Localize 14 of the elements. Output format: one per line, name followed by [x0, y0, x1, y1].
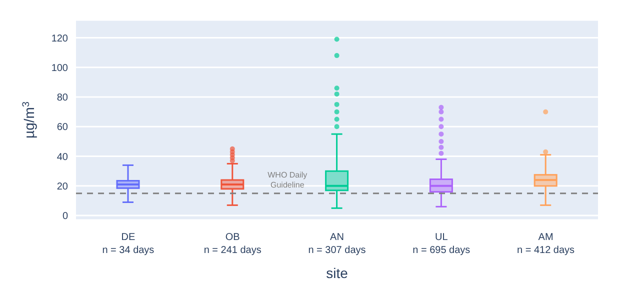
y-tick-label: 40 — [56, 152, 68, 163]
ref-line-label: WHO Daily Guideline — [268, 170, 308, 190]
x-tick-label: UL n = 695 days — [412, 232, 470, 256]
y-tick-label: 0 — [62, 211, 68, 222]
y-tick-label: 80 — [56, 92, 68, 104]
x-tick-label: DE n = 34 days — [102, 232, 154, 256]
y-tick-label: 100 — [51, 62, 68, 74]
y-tick-label: 60 — [56, 122, 68, 134]
x-tick-label: AM n = 412 days — [517, 232, 575, 256]
y-tick-label: 120 — [51, 33, 68, 44]
x-axis-title: site — [326, 265, 348, 281]
y-tick-label: 20 — [56, 181, 68, 192]
x-tick-label: AN n = 307 days — [308, 232, 366, 256]
x-tick-label: OB n = 241 days — [204, 232, 262, 256]
